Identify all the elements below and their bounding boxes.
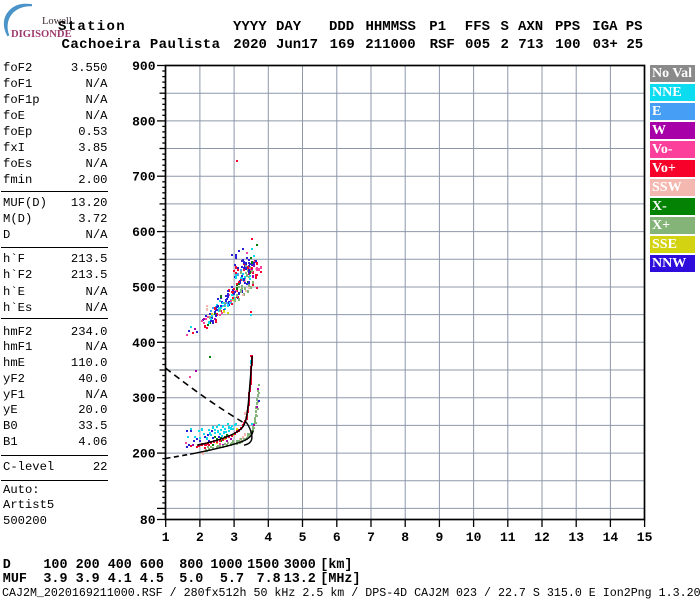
svg-text:4: 4: [264, 530, 272, 545]
svg-text:DIGISONDE: DIGISONDE: [11, 29, 72, 40]
svg-text:700: 700: [132, 170, 156, 185]
svg-text:8: 8: [401, 530, 409, 545]
svg-text:15: 15: [637, 530, 653, 545]
svg-text:14: 14: [603, 530, 619, 545]
svg-text:6: 6: [333, 530, 341, 545]
svg-text:7: 7: [367, 530, 375, 545]
svg-text:10: 10: [466, 530, 482, 545]
svg-text:300: 300: [132, 391, 156, 406]
svg-text:600: 600: [132, 225, 156, 240]
svg-text:3: 3: [230, 530, 238, 545]
svg-text:Lowell: Lowell: [42, 16, 72, 27]
svg-text:11: 11: [500, 530, 516, 545]
svg-text:800: 800: [132, 114, 156, 129]
svg-text:400: 400: [132, 336, 156, 351]
svg-text:2: 2: [196, 530, 204, 545]
svg-text:1: 1: [162, 530, 170, 545]
svg-text:5: 5: [299, 530, 307, 545]
svg-text:80: 80: [140, 513, 156, 528]
svg-text:200: 200: [132, 447, 156, 462]
svg-text:13: 13: [568, 530, 584, 545]
svg-text:900: 900: [132, 59, 156, 74]
svg-text:12: 12: [534, 530, 550, 545]
svg-text:9: 9: [435, 530, 443, 545]
svg-text:500: 500: [132, 281, 156, 296]
